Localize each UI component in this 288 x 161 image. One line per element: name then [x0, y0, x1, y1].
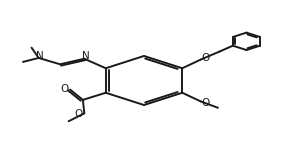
Text: O: O [201, 53, 209, 63]
Text: O: O [201, 98, 209, 108]
Text: O: O [74, 109, 82, 119]
Text: O: O [61, 84, 69, 94]
Text: N: N [36, 51, 44, 61]
Text: N: N [82, 51, 90, 61]
